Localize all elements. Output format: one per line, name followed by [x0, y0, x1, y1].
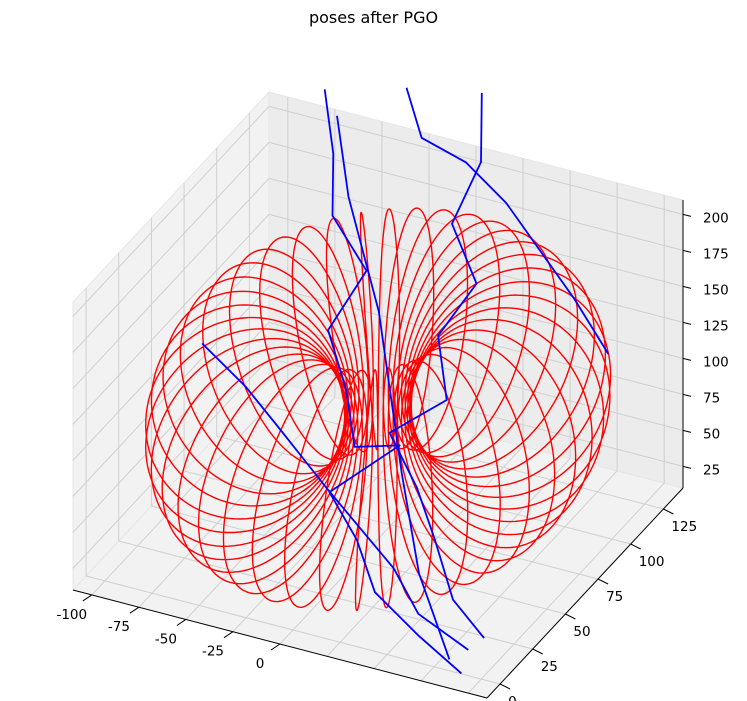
- z-tick-mark: [682, 249, 692, 253]
- z-tick-mark: [682, 465, 692, 469]
- x-tick-label: -75: [108, 619, 130, 635]
- grid-line-z: [72, 142, 270, 353]
- y-tick-label: 0: [508, 694, 517, 701]
- x-tick-mark: [129, 606, 140, 614]
- x-tick-mark: [176, 619, 187, 626]
- y-tick-label: 50: [573, 624, 590, 640]
- grid-line-y: [118, 540, 533, 650]
- grid-line-z: [72, 178, 270, 389]
- series-line-1: [201, 87, 610, 675]
- x-tick-label: -25: [202, 644, 224, 660]
- x-tick-mark: [82, 594, 93, 602]
- y-tick-mark: [532, 648, 543, 655]
- y-tick-mark: [565, 613, 576, 620]
- axis-x: -100 -75 -50 -25 0: [56, 589, 488, 699]
- chart-title: poses after PGO: [308, 8, 439, 27]
- z-tick-label: 75: [703, 390, 720, 406]
- grid-line-y: [183, 470, 599, 580]
- z-tick-mark: [682, 213, 692, 217]
- y-tick-label: 125: [671, 519, 697, 535]
- y-axis-line: [486, 487, 684, 699]
- z-tick-label: 100: [703, 354, 729, 370]
- grid-line-x: [420, 470, 618, 682]
- series-group: [145, 87, 612, 675]
- series-line-0: [145, 207, 612, 612]
- x-tick-label: 0: [256, 656, 265, 672]
- y-tick-label: 25: [541, 659, 558, 675]
- z-tick-mark: [682, 357, 692, 361]
- axis-z: 25 50 75 100 125 150 175 200: [682, 200, 729, 488]
- z-tick-mark: [682, 285, 692, 289]
- z-tick-label: 175: [703, 246, 729, 262]
- grid-line-z: [268, 177, 684, 287]
- grid-line-z: [268, 141, 684, 251]
- y-tick-mark: [597, 578, 609, 585]
- z-tick-mark: [682, 429, 692, 433]
- grid-line-x: [138, 396, 336, 608]
- axis-y: 0 25 50 75 100 125: [486, 487, 697, 701]
- y-tick-mark: [499, 683, 511, 690]
- grid-line-x: [467, 482, 665, 694]
- y-tick-mark: [630, 543, 641, 550]
- grid-line-z: [268, 285, 684, 395]
- z-tick-label: 125: [703, 318, 729, 334]
- grid-line-z: [72, 358, 270, 569]
- grid-line-z: [72, 286, 270, 497]
- grid-line-z: [72, 214, 270, 425]
- z-tick-mark: [682, 393, 692, 397]
- z-tick-label: 150: [703, 282, 729, 298]
- x-tick-label: -100: [56, 607, 87, 623]
- z-tick-mark: [682, 321, 692, 325]
- z-tick-label: 50: [703, 426, 720, 442]
- y-tick-label: 100: [639, 554, 665, 570]
- grid-line-z: [268, 213, 684, 323]
- z-tick-label: 25: [703, 462, 720, 478]
- grid-line-z: [72, 106, 270, 317]
- grid-line-y: [249, 400, 664, 510]
- grid-line-y: [151, 505, 566, 615]
- x-tick-label: -50: [155, 632, 177, 648]
- grid-line-x: [373, 458, 571, 669]
- y-tick-label: 75: [606, 589, 623, 605]
- grid-line-x: [91, 384, 289, 596]
- grid-line-y: [85, 575, 501, 685]
- grid-line-z: [268, 321, 684, 431]
- x-tick-mark: [223, 631, 234, 639]
- x-tick-mark: [270, 643, 281, 651]
- grid-line-z: [72, 322, 270, 533]
- z-tick-label: 200: [703, 210, 729, 226]
- y-tick-mark: [663, 508, 674, 515]
